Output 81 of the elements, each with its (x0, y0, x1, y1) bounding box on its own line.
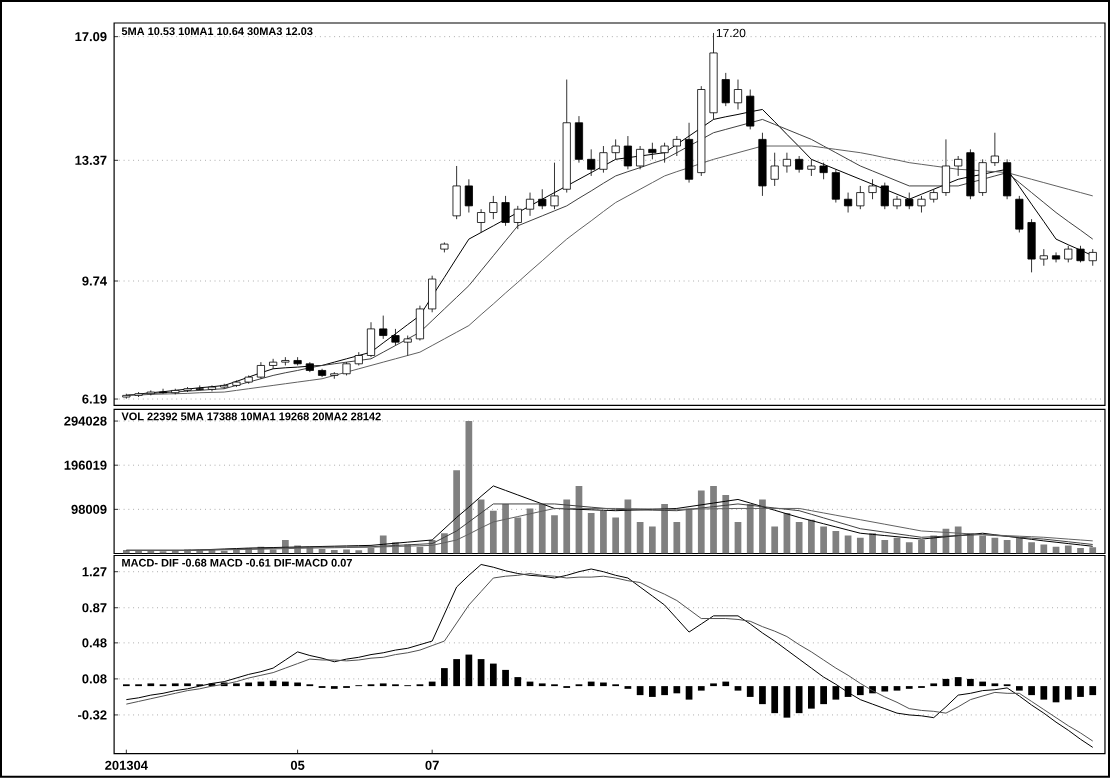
bar (1089, 547, 1097, 554)
bar (489, 663, 497, 687)
bar (771, 526, 779, 554)
candlestick (892, 195, 902, 210)
bar (918, 540, 925, 554)
bar (1040, 686, 1048, 700)
bar (783, 686, 791, 718)
bar (795, 522, 803, 554)
bar (979, 535, 987, 554)
bar (771, 686, 779, 714)
bar (428, 681, 436, 687)
candlestick (452, 165, 461, 220)
bar (795, 686, 803, 714)
bar (1028, 542, 1035, 554)
bar (673, 686, 681, 694)
candlestick (733, 79, 743, 111)
bar (1089, 686, 1097, 696)
bar (661, 686, 668, 696)
bar (808, 686, 815, 709)
bar (746, 686, 754, 698)
candlestick (782, 152, 791, 174)
bar (759, 686, 766, 705)
bar (673, 522, 681, 554)
bar (661, 504, 668, 554)
bar (905, 542, 913, 554)
bar (808, 519, 815, 554)
bar (1040, 544, 1048, 554)
bar (514, 677, 522, 687)
candlestick (428, 275, 437, 313)
bar (551, 515, 558, 554)
bar (282, 681, 289, 687)
candlestick (1003, 159, 1012, 200)
bar (453, 659, 460, 687)
bar (967, 679, 974, 687)
candlestick (525, 192, 535, 217)
bar (1015, 537, 1023, 554)
bar (1077, 686, 1084, 698)
candlestick (990, 132, 999, 167)
bar (832, 531, 840, 554)
candlestick (684, 122, 694, 184)
bar (856, 686, 864, 696)
bar (1028, 686, 1035, 696)
bar (648, 526, 656, 554)
bar (1077, 548, 1084, 554)
candlestick (574, 115, 584, 164)
candlestick (415, 305, 424, 342)
bar (710, 486, 717, 554)
candlestick (844, 192, 853, 214)
bar (697, 490, 705, 554)
bar (612, 517, 620, 554)
bar (1064, 545, 1072, 554)
bar (441, 668, 448, 687)
bar (820, 526, 827, 554)
candlestick (464, 179, 473, 214)
candlestick (477, 208, 486, 234)
bar (502, 670, 509, 687)
bar (832, 686, 840, 700)
bar (869, 533, 876, 554)
candlestick (672, 135, 681, 157)
candlestick (269, 358, 278, 370)
candlestick (366, 321, 376, 358)
candlestick (831, 169, 840, 204)
candlestick (941, 139, 951, 197)
bar (979, 681, 987, 687)
candlestick (623, 135, 632, 170)
bar (1064, 686, 1072, 700)
bar (820, 686, 827, 705)
bar (954, 677, 962, 687)
bar (881, 686, 889, 692)
bar (587, 681, 595, 687)
bar (269, 680, 277, 687)
bar (722, 681, 730, 687)
bar (685, 686, 693, 700)
bar (856, 537, 864, 554)
bar (465, 654, 473, 687)
bar (881, 540, 889, 554)
bar (954, 526, 962, 554)
bar (648, 686, 656, 698)
bar (514, 517, 522, 554)
candlestick (636, 145, 645, 170)
bar (587, 513, 595, 554)
